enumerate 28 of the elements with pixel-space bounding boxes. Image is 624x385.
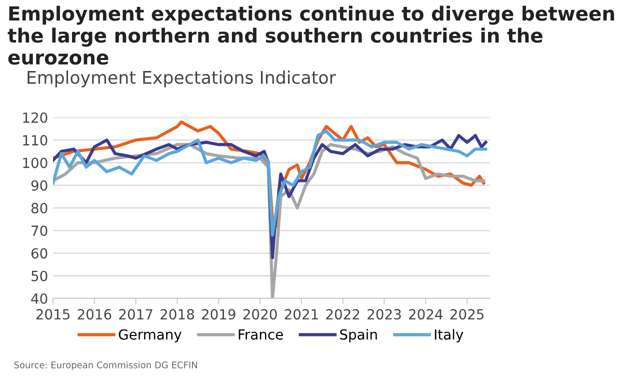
- y-tick-label: 80: [31, 202, 48, 214]
- x-tick-label: 2021: [284, 309, 318, 320]
- legend-label: Germany: [118, 329, 182, 342]
- x-tick-label: 2015: [36, 309, 70, 320]
- y-tick-label: 120: [23, 112, 48, 123]
- legend-label: France: [238, 329, 283, 340]
- y-tick-label: 100: [23, 158, 48, 168]
- x-tick-label: 2022: [326, 309, 360, 320]
- legend-label: Italy: [434, 328, 464, 342]
- x-tick-label: 2020: [243, 309, 277, 320]
- y-tick-label: 70: [32, 225, 48, 236]
- x-tick-label: 2018: [160, 309, 194, 320]
- y-tick-label: 40: [31, 293, 48, 304]
- y-tick-label: 50: [32, 270, 48, 282]
- y-tick-label: 110: [23, 135, 48, 146]
- x-tick-label: 2025: [450, 309, 484, 320]
- x-tick-label: 2024: [409, 309, 443, 320]
- x-tick-label: 2019: [202, 309, 236, 320]
- x-tick-label: 2017: [119, 309, 152, 320]
- x-tick-label: 2023: [368, 309, 401, 320]
- line-series: [53, 129, 488, 237]
- legend-label: Spain: [340, 328, 377, 342]
- source-note: Source: European Commission DG ECFIN: [14, 361, 198, 370]
- chart-subtitle: Employment Expectations Indicator: [28, 70, 336, 88]
- y-tick-label: 90: [31, 180, 48, 191]
- chart-title: Employment expectations continue to diverge between the large northern and southern countries in the eurozone: [8, 6, 614, 65]
- y-tick-label: 60: [31, 248, 48, 259]
- x-tick-label: 2016: [78, 309, 112, 320]
